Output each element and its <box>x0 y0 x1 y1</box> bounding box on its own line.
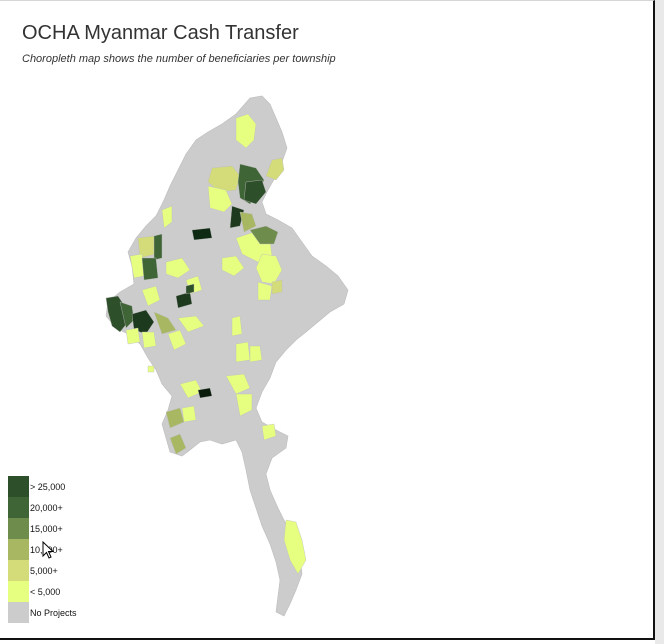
page-subtitle: Choropleth map shows the number of benef… <box>22 53 336 65</box>
township-bago-1[interactable] <box>147 365 155 373</box>
township-north-2[interactable] <box>265 157 285 181</box>
township-magway-1[interactable] <box>165 257 191 279</box>
legend-swatch <box>8 539 29 560</box>
township-kayah-1[interactable] <box>231 315 243 337</box>
township-magway-3[interactable] <box>167 329 187 351</box>
township-rakhine-7[interactable] <box>141 331 157 349</box>
township-rakhine-4[interactable] <box>153 311 177 335</box>
legend-item: < 5,000 <box>8 581 77 602</box>
township-tanintharyi-1[interactable] <box>283 519 307 575</box>
township-kayah-2[interactable] <box>235 341 251 363</box>
legend-swatch <box>8 602 29 623</box>
township-sagaing-1[interactable] <box>161 205 173 229</box>
legend-item: 20,000+ <box>8 497 77 518</box>
township-kayah-3[interactable] <box>249 345 263 363</box>
township-shan-c-1[interactable] <box>221 255 245 277</box>
township-rakhine-6[interactable] <box>125 327 141 345</box>
legend-label: > 25,000 <box>30 481 66 492</box>
township-shan-n-5[interactable] <box>271 279 283 295</box>
mouse-pointer-icon <box>42 541 54 559</box>
township-bago-3[interactable] <box>197 387 213 399</box>
legend-label: 15,000+ <box>30 523 63 534</box>
page-title: OCHA Myanmar Cash Transfer <box>22 22 299 44</box>
township-kachin-2[interactable] <box>207 185 233 213</box>
legend-label: No Projects <box>30 607 77 618</box>
township-sagaing-2[interactable] <box>191 227 213 241</box>
legend-swatch <box>8 518 29 539</box>
legend-label: 20,000+ <box>30 502 63 513</box>
township-kachin-1[interactable] <box>207 165 241 193</box>
legend-item: > 25,000 <box>8 476 77 497</box>
township-shan-n-2[interactable] <box>249 225 279 245</box>
township-shan-n-4[interactable] <box>257 281 273 301</box>
township-ayeyarwady-2[interactable] <box>181 405 197 423</box>
legend-item: No Projects <box>8 602 77 623</box>
legend-swatch <box>8 497 29 518</box>
legend-swatch <box>8 560 29 581</box>
legend-item: 5,000+ <box>8 560 77 581</box>
township-kachin-4[interactable] <box>243 179 267 205</box>
township-ayeyarwady-3[interactable] <box>169 433 187 455</box>
township-mandalay-2[interactable] <box>175 291 193 309</box>
legend-item: 15,000+ <box>8 518 77 539</box>
township-mandalay-3[interactable] <box>185 283 195 295</box>
township-kachin-5[interactable] <box>229 205 245 229</box>
township-layer[interactable] <box>105 113 307 575</box>
township-chin-3[interactable] <box>129 253 145 279</box>
township-kayin-2[interactable] <box>235 393 253 417</box>
township-chin-2[interactable] <box>153 233 163 261</box>
scrollbar-track[interactable] <box>655 0 664 644</box>
township-rakhine-5[interactable] <box>177 315 205 333</box>
legend-label: < 5,000 <box>30 586 61 597</box>
legend-swatch <box>8 581 29 602</box>
legend-swatch <box>8 476 29 497</box>
township-chin-4[interactable] <box>141 257 159 281</box>
township-kachin-6[interactable] <box>239 211 257 233</box>
township-mon-1[interactable] <box>261 423 277 441</box>
township-magway-2[interactable] <box>141 285 161 307</box>
legend-label: 5,000+ <box>30 565 58 576</box>
map-legend: > 25,000 20,000+ 15,000+ 10,000+ 5,000+ … <box>8 476 77 623</box>
township-north-1[interactable] <box>235 113 257 149</box>
township-kayin-1[interactable] <box>225 373 251 395</box>
